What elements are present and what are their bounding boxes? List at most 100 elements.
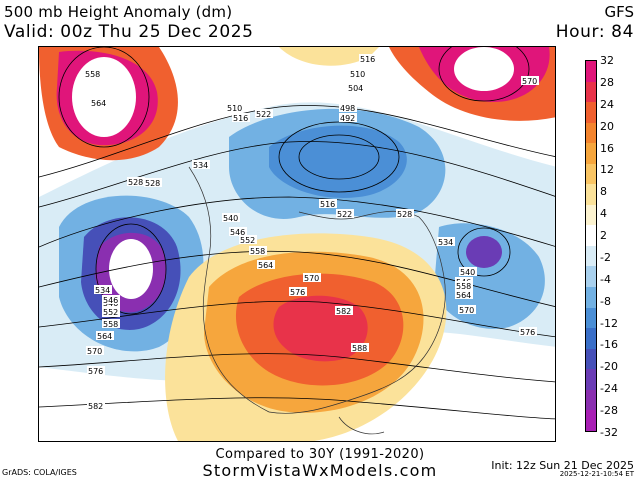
contour-label-text: 528 (397, 210, 412, 219)
contour-label-text: 558 (103, 320, 118, 329)
map-header: 500 mb Height Anomaly (dm) Valid: 00z Th… (0, 0, 640, 46)
contour-label-text: 546 (230, 228, 245, 237)
colorbar-swatch (586, 245, 596, 267)
colorbar-swatch (586, 348, 596, 370)
generated-timestamp: 2025-12-21-10:54 ET (559, 470, 634, 478)
contour-label-576b: 576 (87, 366, 105, 376)
colorbar-tick-label: 8 (600, 185, 607, 199)
contour-label-522b: 522 (336, 209, 354, 219)
anomaly-fill-pacific-center (109, 239, 153, 299)
anomaly-map: 558 564 534 528 546 552 534 546 552 558 … (38, 46, 556, 442)
contour-label-564: 564 (90, 98, 108, 108)
contour-label-text: 510 (227, 104, 242, 113)
colorbar-tick-label: -24 (600, 382, 618, 396)
colorbar-swatch (586, 389, 596, 411)
contour-label-576: 576 (289, 287, 307, 297)
colorbar-swatch (586, 102, 596, 123)
contour-label-570b: 570 (86, 346, 104, 356)
contour-label-534: 534 (192, 160, 210, 170)
site-name: StormVistaWxModels.com (202, 461, 438, 480)
contour-label-text: 492 (340, 114, 355, 123)
contour-label-546b: 546 (229, 227, 247, 237)
contour-labels: 558 564 534 528 546 552 534 546 552 558 … (84, 54, 539, 411)
contour-label-text: 570 (87, 347, 102, 356)
colorbar-swatch (586, 163, 596, 185)
colorbar-swatch (586, 204, 596, 226)
contour-label-text: 564 (91, 99, 106, 108)
forecast-hour: Hour: 84 (555, 22, 634, 42)
contour-label-text: 558 (456, 282, 471, 291)
contour-label-582: 582 (335, 306, 353, 316)
contour-label-text: 582 (88, 402, 103, 411)
contour-label-text: 504 (348, 84, 363, 93)
contour-label-text: 540 (223, 214, 238, 223)
contour-label-558d: 558 (455, 281, 473, 291)
contour-label-text: 516 (360, 55, 375, 64)
colorbar-tick-label: -4 (600, 272, 611, 286)
anomaly-fill-hudson-core (269, 125, 407, 198)
colorbar-labels: 32 28 24 20 16 12 8 4 2 -2 -4 -8 -12 -16 -20 -24 -28 -32 (600, 54, 640, 439)
anomaly-fill-north-ridge (279, 47, 379, 66)
colorbar-tick-label: 4 (600, 207, 607, 221)
contour-label-text: 552 (103, 308, 118, 317)
map-title: 500 mb Height Anomaly (dm) (4, 3, 233, 21)
colorbar-tick-label: -20 (600, 360, 618, 374)
contour-label-text: 528 (145, 179, 160, 188)
colorbar-tick-label: 2 (600, 229, 607, 243)
contour-label-504: 504 (347, 83, 365, 93)
contour-label-text: 570 (459, 306, 474, 315)
contour-label-498: 498 (339, 103, 357, 113)
contour-label-492: 492 (339, 113, 357, 123)
colorbar-swatch (586, 81, 596, 103)
colorbar-swatch (586, 225, 596, 246)
contour-label-510b: 510 (349, 69, 367, 79)
contour-label-534c: 534 (437, 237, 455, 247)
contour-label-570: 570 (303, 273, 321, 283)
colorbar-tick-label: 24 (600, 97, 614, 111)
colorbar-tick-label: 12 (600, 163, 614, 177)
contour-label-text: 516 (320, 200, 335, 209)
colorbar-swatch (586, 328, 596, 349)
colorbar-tick-label: -8 (600, 294, 611, 308)
colorbar-tick-label: 28 (600, 75, 614, 89)
contour-label-text: 522 (337, 210, 352, 219)
anomaly-map-svg: 558 564 534 528 546 552 534 546 552 558 … (39, 47, 555, 441)
contour-label-text: 534 (193, 161, 208, 170)
colorbar-swatch (586, 143, 596, 164)
contour-label-text: 558 (85, 70, 100, 79)
colorbar-tick-label: 20 (600, 119, 614, 133)
contour-label-text: 564 (258, 261, 273, 270)
contour-label-552b: 552 (239, 235, 257, 245)
valid-time: Valid: 00z Thu 25 Dec 2025 (4, 22, 254, 42)
contour-label-510: 510 (226, 103, 244, 113)
anomaly-fill-ne-ridge-center (454, 47, 514, 91)
contour-label-564c: 564 (96, 331, 114, 341)
contour-label-text: 546 (103, 296, 118, 305)
contour-label-516b: 516 (359, 54, 377, 64)
contour-label-570c: 570 (458, 305, 476, 315)
contour-label-text: 498 (340, 104, 355, 113)
colorbar (585, 60, 597, 432)
contour-label-text: 588 (352, 344, 367, 353)
contour-label-text: 558 (250, 247, 265, 256)
contour-label-564d: 564 (455, 290, 473, 300)
contour-label-text: 534 (438, 238, 453, 247)
contour-label-570d: 570 (521, 76, 539, 86)
contour-label-text: 510 (350, 70, 365, 79)
contour-label-text: 582 (336, 307, 351, 316)
contour-label-text: 570 (522, 77, 537, 86)
contour-label-588: 588 (351, 343, 369, 353)
contour-label-text: 540 (460, 268, 475, 277)
colorbar-swatch (586, 307, 596, 329)
contour-label-552c: 552 (102, 307, 120, 317)
contour-label-text: 564 (97, 332, 112, 341)
init-time: Init: 12z Sun 21 Dec 2025 (491, 459, 634, 472)
colorbar-tick-label: 32 (600, 54, 614, 67)
contour-label-528: 528 (144, 178, 162, 188)
colorbar-swatch (586, 287, 596, 308)
colorbar-tick-label: -28 (600, 404, 618, 418)
contour-label-558b: 558 (249, 246, 267, 256)
contour-label-text: 576 (88, 367, 103, 376)
contour-label-564b: 564 (257, 260, 275, 270)
anomaly-fill-nw-ridge-center (72, 57, 136, 137)
